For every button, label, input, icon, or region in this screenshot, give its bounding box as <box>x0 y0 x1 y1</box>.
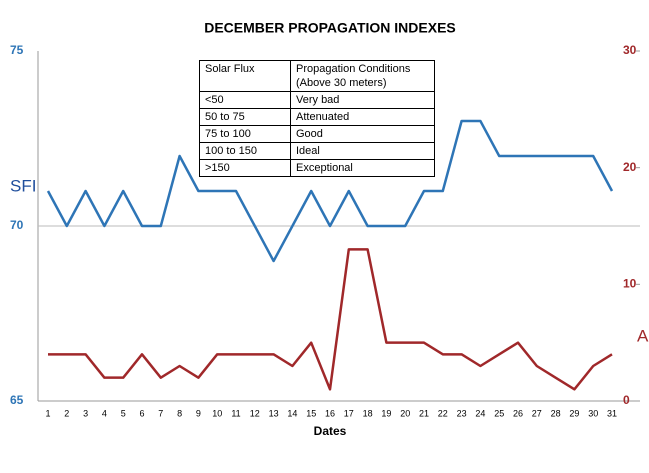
x-tick-label: 30 <box>588 408 598 418</box>
table-cell: Solar Flux <box>199 60 291 92</box>
table-cell: >150 <box>199 159 291 177</box>
y2-tick-label: 20 <box>623 160 637 174</box>
y-axis-label: SFI <box>10 176 36 195</box>
x-tick-label: 4 <box>102 408 107 418</box>
x-tick-label: 15 <box>306 408 316 418</box>
x-tick-label: 5 <box>121 408 126 418</box>
x-tick-label: 7 <box>158 408 163 418</box>
x-tick-label: 18 <box>363 408 373 418</box>
x-tick-label: 31 <box>607 408 617 418</box>
y-tick-label: 70 <box>10 218 24 232</box>
x-tick-label: 3 <box>83 408 88 418</box>
table-cell: 100 to 150 <box>199 142 291 160</box>
y2-tick-label: 10 <box>623 277 637 291</box>
x-tick-label: 2 <box>64 408 69 418</box>
table-header: Solar Flux Propagation Conditions (Above … <box>199 60 435 92</box>
table-cell: <50 <box>199 91 291 109</box>
table-cell: 50 to 75 <box>199 108 291 126</box>
table-cell: Exceptional <box>290 159 435 177</box>
y2-axis-label: A <box>637 326 649 345</box>
legend-table: Solar Flux Propagation Conditions (Above … <box>199 60 435 177</box>
x-tick-label: 11 <box>231 408 240 418</box>
x-axis-label: Dates <box>314 424 347 438</box>
x-tick-label: 25 <box>494 408 504 418</box>
x-tick-label: 23 <box>457 408 467 418</box>
x-tick-label: 29 <box>569 408 579 418</box>
x-tick-label: 21 <box>419 408 429 418</box>
table-cell: Propagation Conditions (Above 30 meters) <box>290 60 435 92</box>
table-cell: 75 to 100 <box>199 125 291 143</box>
x-tick-label: 16 <box>325 408 335 418</box>
y-tick-label: 65 <box>10 393 24 407</box>
table-row: <50 Very bad <box>199 91 435 109</box>
table-row: 50 to 75 Attenuated <box>199 108 435 126</box>
x-tick-label: 14 <box>287 408 297 418</box>
x-tick-label: 6 <box>139 408 144 418</box>
x-tick-label: 22 <box>438 408 448 418</box>
table-cell: Good <box>290 125 435 143</box>
x-tick-label: 19 <box>381 408 391 418</box>
table-cell: Attenuated <box>290 108 435 126</box>
x-tick-label: 27 <box>532 408 542 418</box>
table-cell: Ideal <box>290 142 435 160</box>
x-tick-label: 20 <box>400 408 410 418</box>
table-cell: Very bad <box>290 91 435 109</box>
x-tick-label: 10 <box>212 408 222 418</box>
y2-tick-label: 0 <box>623 393 630 407</box>
x-tick-label: 12 <box>250 408 260 418</box>
x-tick-label: 26 <box>513 408 523 418</box>
table-row: 75 to 100 Good <box>199 125 435 143</box>
series-line <box>46 119 614 263</box>
chart-title: DECEMBER PROPAGATION INDEXES <box>204 20 456 36</box>
x-tick-label: 28 <box>551 408 561 418</box>
x-tick-label: 13 <box>269 408 279 418</box>
y-tick-label: 75 <box>10 43 24 57</box>
x-tick-label: 17 <box>344 408 354 418</box>
x-tick-label: 24 <box>475 408 485 418</box>
table-row: 100 to 150 Ideal <box>199 142 435 160</box>
x-tick-label: 9 <box>196 408 201 418</box>
x-tick-label: 8 <box>177 408 182 418</box>
series-line <box>48 248 613 391</box>
x-tick-label: 1 <box>45 408 50 418</box>
table-row: >150 Exceptional <box>199 159 435 177</box>
y2-tick-label: 30 <box>623 43 637 57</box>
